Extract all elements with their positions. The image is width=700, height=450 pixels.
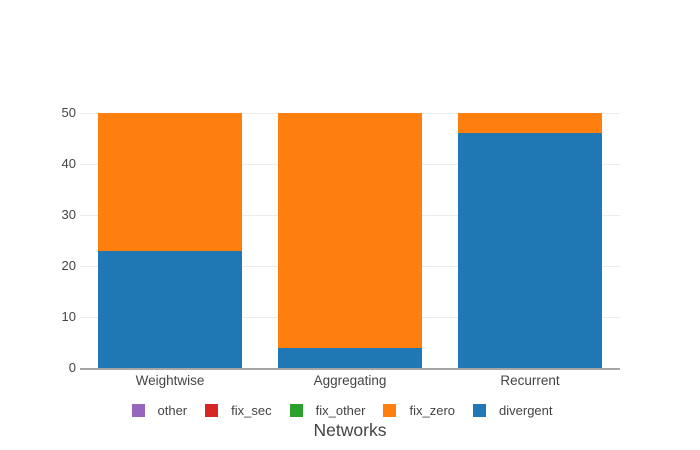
legend-swatch-icon [473,404,487,417]
legend-label: fix_zero [409,403,456,418]
legend-item-fix_sec[interactable]: fix_sec [205,403,272,418]
legend-item-fix_other[interactable]: fix_other [289,403,366,418]
bar-segment-fix_zero[interactable] [458,113,602,134]
x-axis-line [80,368,620,370]
x-tick-label: Recurrent [500,373,560,388]
legend-swatch-icon [205,404,219,417]
y-tick-label: 10 [61,309,76,324]
y-tick-label: 20 [61,258,76,273]
legend-item-divergent[interactable]: divergent [473,403,553,418]
legend-label: other [157,403,188,418]
x-tick-label: Weightwise [135,373,205,388]
legend-label: divergent [499,403,553,418]
bar-segment-divergent[interactable] [458,133,602,368]
y-tick-label: 40 [61,156,76,171]
legend: other fix_sec fix_other fix_zero divergent [0,403,684,418]
y-tick-label: 50 [61,105,76,120]
x-axis-title: Networks [313,420,387,440]
legend-label: fix_other [315,403,366,418]
legend-label: fix_sec [231,403,272,418]
bar-segment-divergent[interactable] [98,250,242,368]
bar-segment-fix_zero[interactable] [278,113,422,348]
y-tick-label: 0 [68,360,76,375]
legend-item-other[interactable]: other [131,403,188,418]
legend-item-fix_zero[interactable]: fix_zero [383,403,455,418]
bar-segment-fix_zero[interactable] [98,113,242,251]
legend-swatch-icon [383,404,397,417]
legend-swatch-icon [289,404,303,417]
bar-segment-divergent[interactable] [278,347,422,368]
legend-swatch-icon [131,404,145,417]
x-tick-label: Aggregating [313,373,387,388]
y-tick-label: 30 [61,207,76,222]
